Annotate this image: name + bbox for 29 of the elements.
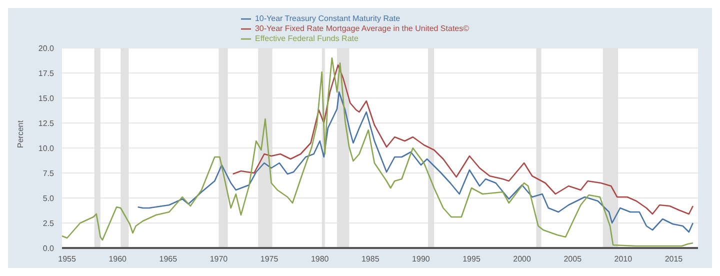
x-tick-label: 1995 [462,254,481,264]
y-axis-title: Percent [16,120,25,148]
legend-label: 30-Year Fixed Rate Mortgage Average in the United States© [254,24,470,34]
y-tick-label: 5.0 [42,194,55,203]
y-tick-label: 20.0 [38,44,55,53]
x-tick-label: 1970 [210,254,228,264]
y-tick-label: 17.5 [38,68,55,78]
x-tick-label: 1985 [361,254,380,264]
x-tick-label: 1960 [108,254,128,264]
x-tick-label: 2000 [513,254,532,264]
x-tick-label: 2005 [564,254,582,264]
x-tick-label: 1975 [260,254,279,264]
y-tick-label: 10.0 [38,144,55,153]
y-tick-label: 0.0 [42,244,55,253]
x-tick-label: 2015 [664,254,684,264]
x-tick-label: 1965 [159,254,178,264]
y-tick-label: 12.5 [38,118,55,128]
line-series [232,64,694,215]
line-series [62,57,694,247]
x-tick-label: 1980 [310,254,330,264]
y-tick-label: 7.5 [42,168,55,178]
legend-label: Effective Federal Funds Rate [254,34,358,44]
x-tick-label: 2010 [614,254,633,264]
x-tick-label: 1990 [412,254,430,264]
x-tick-label: 1955 [58,254,77,264]
legend-label: 10-Year Treasury Constant Maturity Rate [254,14,400,24]
y-tick-label: 2.5 [42,218,55,228]
y-tick-label: 15.0 [38,94,55,103]
line-series [137,91,694,233]
